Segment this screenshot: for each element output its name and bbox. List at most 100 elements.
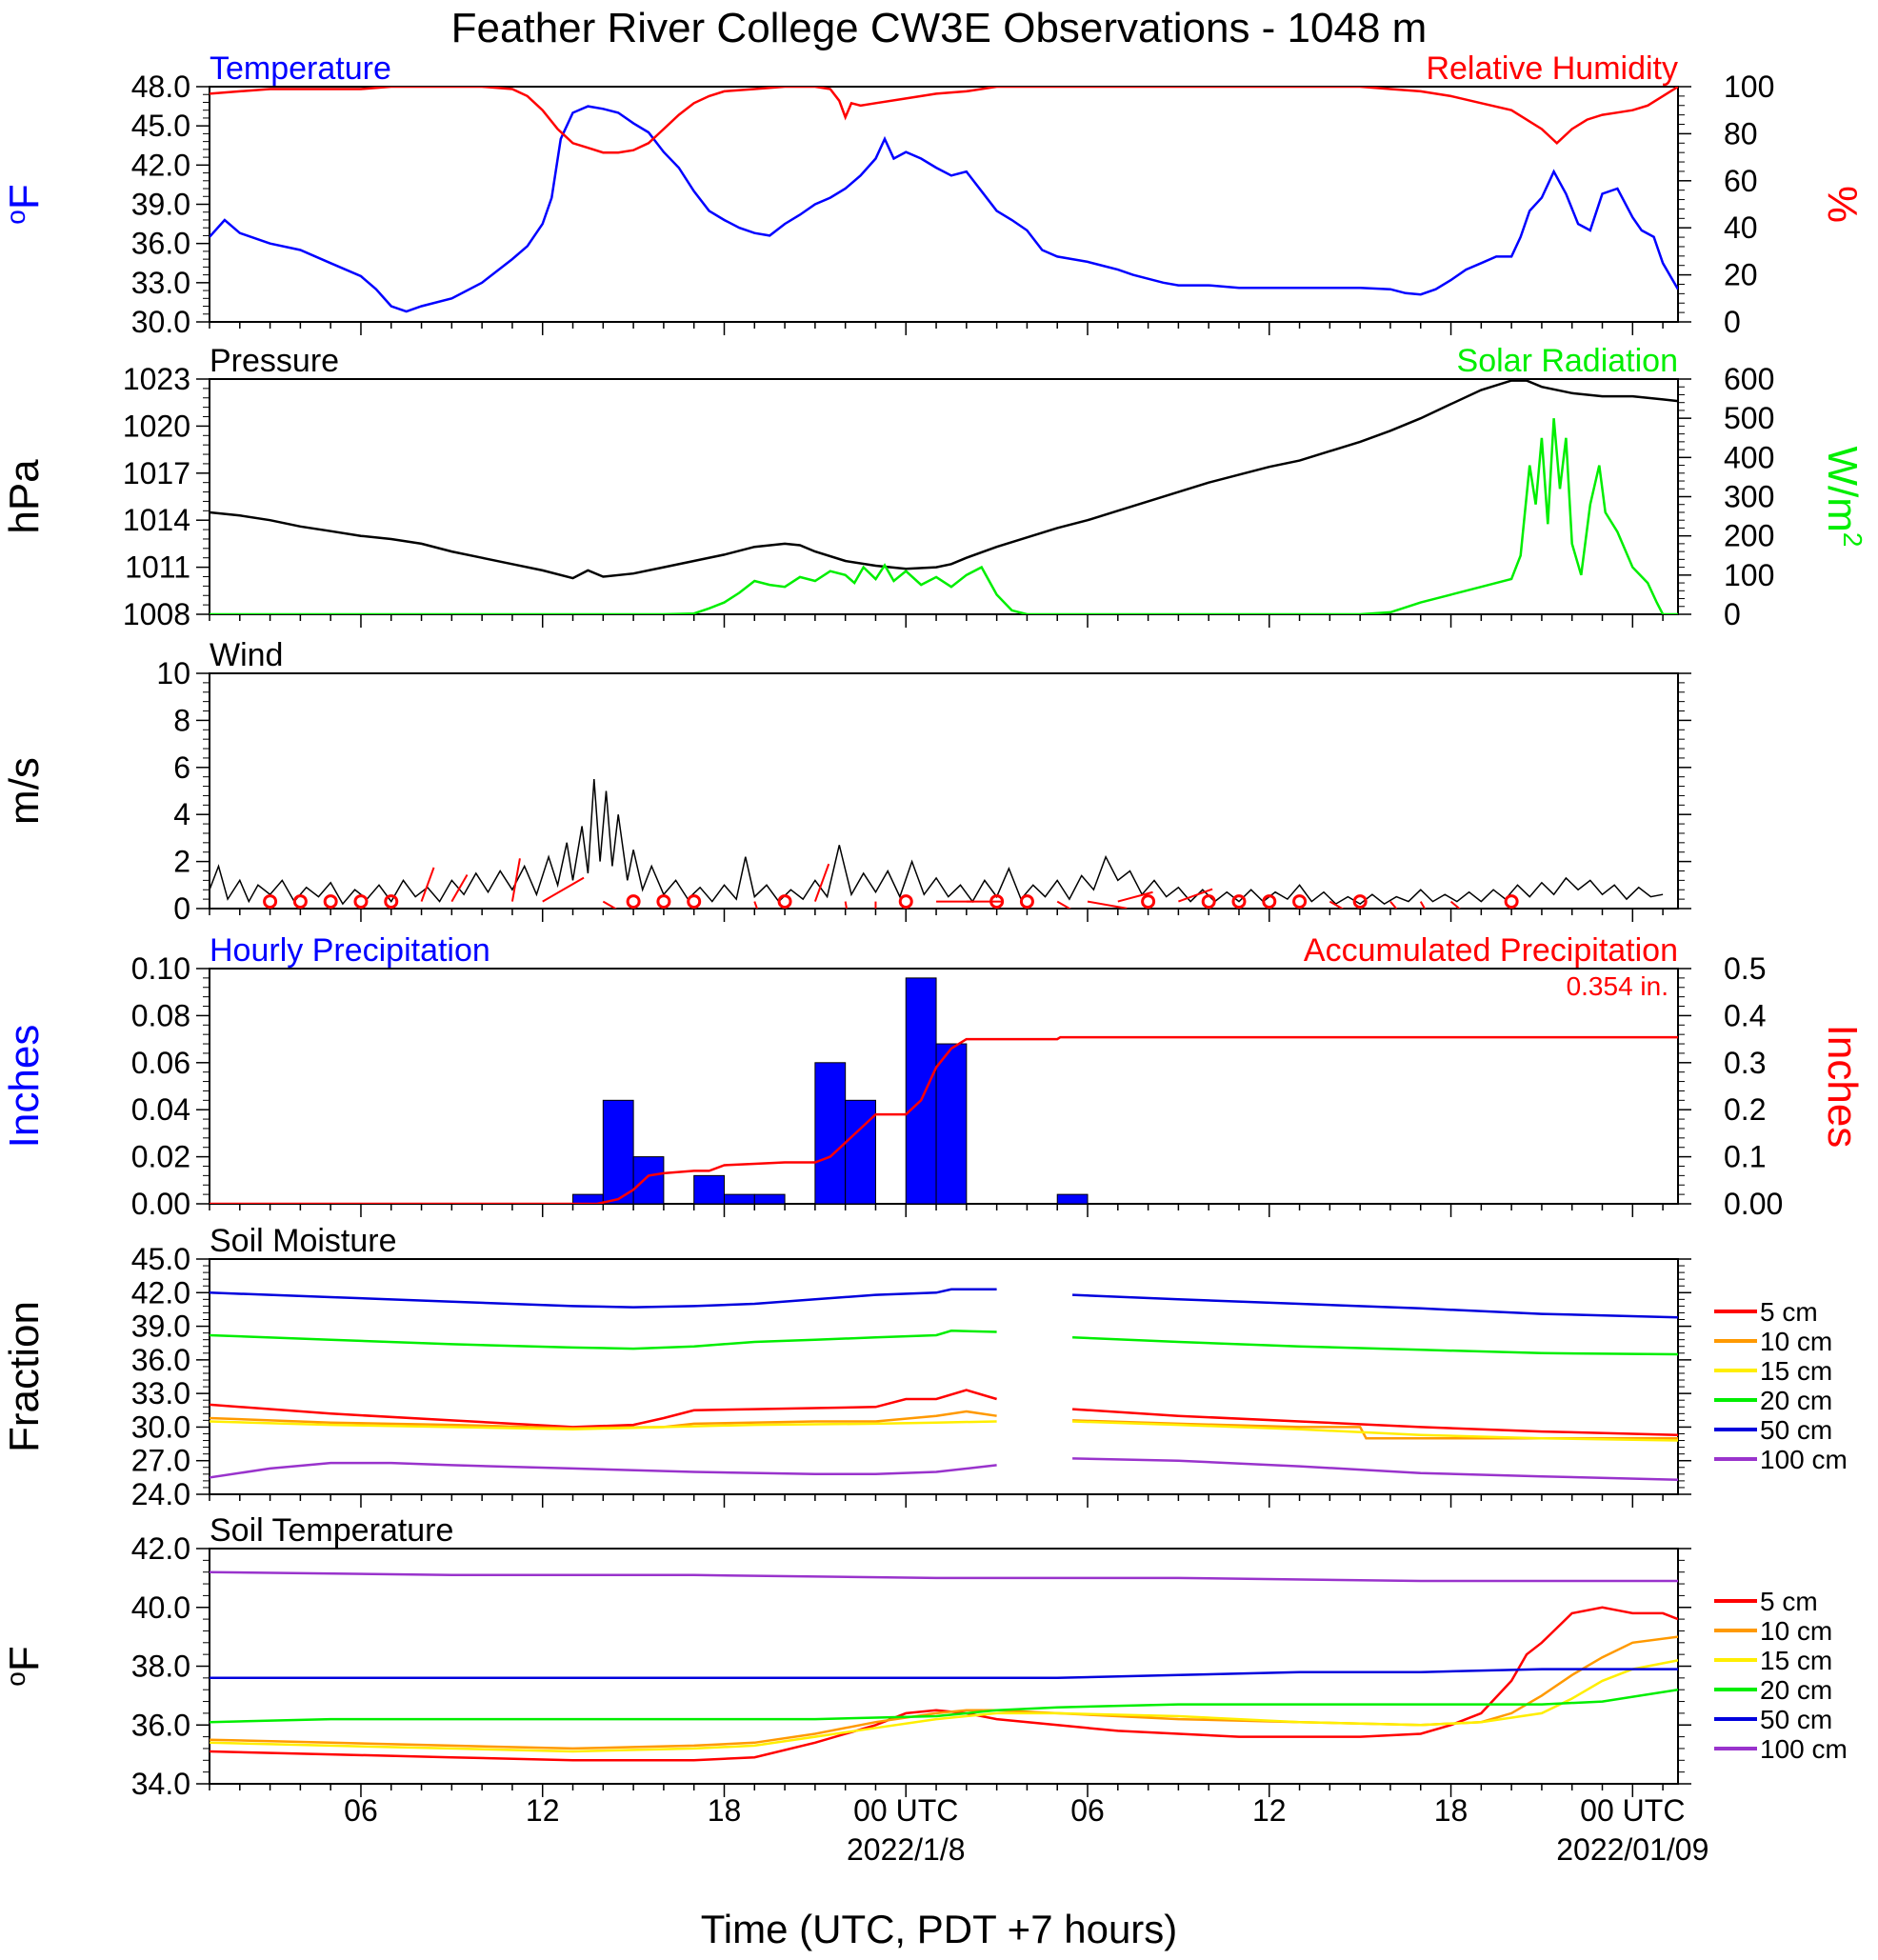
y-tick-label-right: 0.5 (1724, 951, 1766, 986)
y-tick-label-left: 0.00 (131, 1187, 190, 1221)
wind-calm-circle (1262, 894, 1277, 909)
precip-bar (1056, 1193, 1089, 1204)
wind-barb (510, 858, 521, 902)
x-tick-label: 06 (344, 1793, 378, 1828)
x-date-label: 2022/1/8 (847, 1832, 966, 1867)
series-group (210, 779, 1664, 909)
x-tick-label: 18 (1434, 1793, 1468, 1828)
x-axis-title: Time (UTC, PDT +7 hours) (701, 1907, 1178, 1951)
wind-calm-circle (353, 894, 369, 909)
wind-calm-circle (323, 894, 338, 909)
y-axis-unit-right: W/m2 (1819, 447, 1868, 548)
wind-calm-circle (626, 894, 641, 909)
legend-label: 100 cm (1760, 1734, 1848, 1764)
series-line-100-cm (210, 1461, 997, 1479)
precip-bar (753, 1193, 786, 1204)
y-tick-label-left: 10 (156, 656, 190, 690)
series-line-20-cm (210, 1688, 1678, 1724)
y-axis-unit-left: m/s (1, 757, 48, 825)
y-tick-label-right: 0.2 (1724, 1092, 1766, 1127)
wind-barb (450, 874, 469, 903)
y-tick-label-left: 8 (173, 703, 190, 737)
series-line-5-cm (210, 1389, 997, 1429)
wind-barb (602, 900, 618, 909)
precip-bar (632, 1156, 665, 1204)
x-tick-label: 00 UTC (1580, 1793, 1685, 1828)
y-tick-label-right: 20 (1724, 258, 1758, 292)
legend-label: 10 cm (1760, 1327, 1832, 1356)
x-axis-labels: 06 12 18 00 UTC 06 12 18 00 UTC 2022/1/8 2022/01/… (344, 1793, 1708, 1867)
y-axis-unit-left: oF (1, 184, 48, 224)
legend-label: 20 cm (1760, 1386, 1832, 1415)
y-tick-label-left: 34.0 (131, 1767, 190, 1801)
panel-title-right: Relative Humidity (1426, 50, 1678, 87)
precip-bar (693, 1174, 725, 1204)
series-line-Solar-Radiation (210, 418, 1678, 614)
y-tick-label-left: 0.10 (131, 951, 190, 986)
y-axis-unit-left: oF (1, 1646, 48, 1686)
panel-frame (209, 1258, 1679, 1495)
y-tick-label-left: 1017 (123, 456, 190, 490)
precip-bar (845, 1099, 876, 1204)
series-line-15-cm (210, 1420, 997, 1431)
series-line-50-cm (210, 1288, 997, 1309)
x-tick-label: 12 (1252, 1793, 1287, 1828)
y-tick-label-right: 600 (1724, 362, 1774, 396)
wind-calm-circle (1141, 894, 1156, 909)
precip-bar (905, 977, 937, 1204)
unit-superscript: o (1, 1671, 30, 1687)
wind-barb (1329, 900, 1345, 909)
x-tick-label: 00 UTC (853, 1793, 958, 1828)
wind-calm-circle (656, 894, 671, 909)
wind-barb (420, 867, 435, 902)
panel-soil_temp: 42.0 40.0 38.0 36.0 34.0 Soil Temperature oF 5 … (1, 1512, 1848, 1801)
series-group (210, 1570, 1678, 1762)
legend-label: 5 cm (1760, 1297, 1818, 1327)
unit-letter: F (1, 1646, 48, 1671)
y-tick-label-right: 400 (1724, 440, 1774, 474)
y-tick-label-left: 2 (173, 845, 190, 879)
panel-temp_rh: 48.0 45.0 42.0 39.0 36.0 33.0 30.0 100 80 60 40 20 0… (1, 50, 1866, 339)
wind-calm-circle (1352, 894, 1368, 909)
series-line-10-cm (210, 1635, 1678, 1750)
unit-text: W/m (1819, 447, 1866, 532)
y-tick-label-right: 100 (1724, 70, 1774, 104)
panel-title-left: Temperature (210, 50, 391, 87)
y-tick-label-left: 1008 (123, 597, 190, 631)
wind-calm-circle (777, 894, 792, 909)
series-line-Pressure (210, 379, 1678, 580)
y-tick-label-left: 1023 (123, 362, 190, 396)
panel-title-left: Hourly Precipitation (210, 932, 490, 969)
y-tick-label-left: 42.0 (131, 148, 190, 182)
y-tick-label-left: 45.0 (131, 109, 190, 143)
unit-superscript: o (1, 210, 30, 225)
y-tick-label-right: 0.3 (1724, 1046, 1766, 1080)
wind-barb (1117, 890, 1153, 903)
series-line-20-cm (1072, 1336, 1678, 1356)
y-tick-label-left: 0.08 (131, 998, 190, 1032)
y-tick-label-right: 0 (1724, 597, 1741, 631)
wind-barb (1087, 900, 1128, 909)
x-tick-label: 12 (526, 1793, 560, 1828)
legend-label: 50 cm (1760, 1705, 1832, 1734)
y-tick-label-right: 500 (1724, 401, 1774, 435)
y-tick-label-left: 1014 (123, 503, 190, 537)
y-tick-label-left: 1011 (125, 550, 190, 585)
wind-calm-circle (1231, 894, 1247, 909)
y-tick-label-left: 48.0 (131, 70, 190, 104)
wind-barb (1389, 900, 1398, 909)
series-line-100-cm (210, 1570, 1678, 1583)
y-tick-label-left: 0.02 (131, 1140, 190, 1174)
y-axis-unit-left: Fraction (1, 1301, 48, 1452)
series-line-15-cm (1072, 1420, 1678, 1442)
wind-barb (1419, 901, 1427, 909)
wind-barb (1178, 888, 1213, 903)
y-tick-label-right: 0.00 (1724, 1187, 1783, 1221)
y-tick-label-left: 4 (173, 797, 190, 831)
y-tick-label-right: 0 (1724, 305, 1741, 339)
y-tick-label-left: 24.0 (131, 1477, 190, 1511)
precip-bar (602, 1099, 634, 1204)
legend-label: 100 cm (1760, 1445, 1848, 1474)
unit-letter: F (1, 184, 48, 210)
